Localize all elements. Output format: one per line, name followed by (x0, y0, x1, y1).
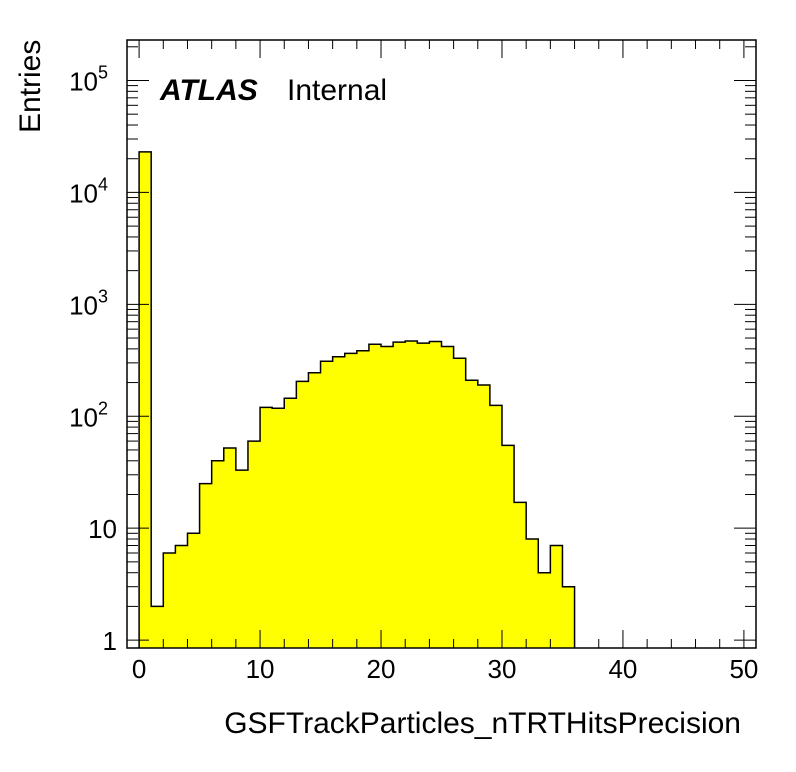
histogram-bar (417, 343, 430, 648)
y-tick-label: 104 (69, 174, 108, 208)
x-tick-label: 0 (132, 654, 146, 684)
histogram-bar (405, 341, 418, 648)
histogram-bar (393, 342, 406, 648)
histogram-bar (175, 545, 188, 648)
x-tick-label: 30 (488, 654, 517, 684)
histogram-bar (308, 372, 321, 648)
histogram-bar (187, 533, 200, 648)
y-tick-label: 10 (88, 514, 117, 544)
atlas-label: ATLAS (159, 74, 258, 107)
y-axis-title: Entries (14, 40, 47, 133)
histogram-bar (501, 445, 515, 648)
x-tick-label: 20 (367, 654, 396, 684)
y-tick-label: 102 (69, 398, 108, 432)
histogram-bar (368, 344, 382, 648)
x-tick-label: 10 (246, 654, 275, 684)
histogram-bar (151, 606, 164, 648)
x-tick-label: 40 (608, 654, 637, 684)
histogram-bar (296, 381, 309, 648)
axis-ticks (127, 40, 756, 648)
plot-frame (126, 39, 757, 649)
y-tick-label: 103 (69, 286, 108, 320)
histogram-bar (381, 346, 394, 648)
histogram-bar (562, 586, 575, 648)
internal-label: Internal (287, 74, 387, 107)
histogram-bar (453, 358, 466, 648)
histogram-bar (139, 151, 152, 648)
histogram-bar (514, 502, 527, 648)
histogram-bar (441, 346, 454, 648)
histogram-outline (138, 151, 576, 648)
x-tick-label: 50 (729, 654, 758, 684)
histogram-bar (489, 405, 503, 648)
histogram-bar (465, 380, 479, 648)
histogram-bar (429, 341, 442, 648)
histogram-bar (163, 553, 176, 648)
histogram-bar (332, 356, 346, 648)
histogram-bar (320, 361, 333, 648)
histogram-bar (247, 441, 261, 648)
x-tick-labels: 0 10 20 30 40 50 (132, 654, 759, 684)
y-tick-labels: 1 10 102 103 104 105 (69, 62, 117, 656)
histogram-bar (199, 483, 212, 648)
y-tick-label: 1 (103, 626, 117, 656)
histogram-bar (284, 398, 297, 648)
y-tick-label: 105 (69, 62, 108, 96)
histogram-bar (272, 408, 285, 648)
histogram-bar (538, 572, 551, 648)
histogram-bar (344, 353, 358, 648)
histogram-bars (139, 151, 575, 648)
histogram-bar (260, 407, 273, 648)
histogram-bar (477, 385, 491, 648)
x-axis-title: GSFTrackParticles_nTRTHitsPrecision (224, 707, 741, 740)
histogram-bar (356, 350, 370, 648)
histogram-bar (526, 539, 539, 648)
histogram-bar (223, 448, 237, 648)
histogram-bar (211, 460, 225, 648)
histogram-bar (550, 545, 563, 648)
histogram-bar (235, 470, 249, 648)
